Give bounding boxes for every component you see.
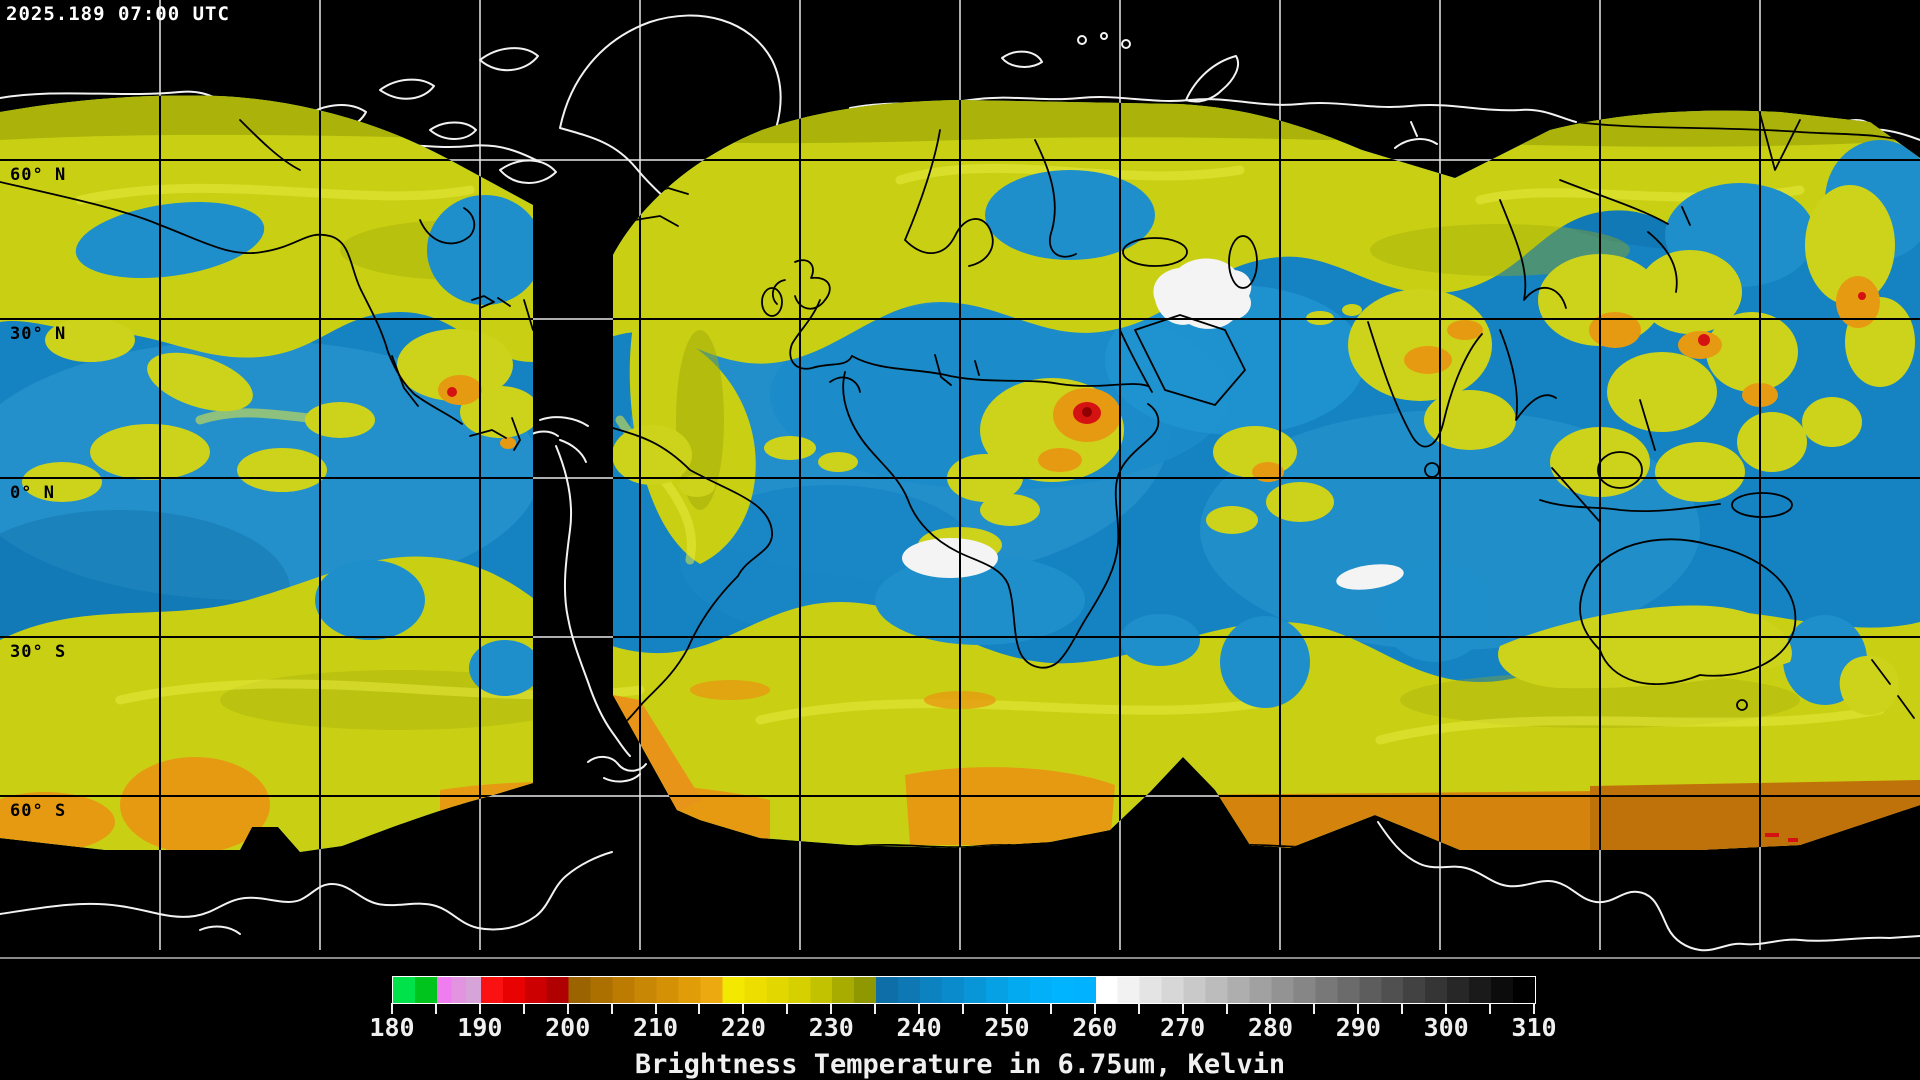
colorbar-tick-label: 240 <box>896 1013 942 1042</box>
latitude-label: 0° N <box>10 483 55 503</box>
colorbar-tick-label: 260 <box>1072 1013 1118 1042</box>
colorbar-tick <box>786 1003 789 1014</box>
colorbar-tick <box>566 1003 569 1014</box>
colorbar-tick-label: 210 <box>632 1013 679 1042</box>
colorbar-tick <box>742 1003 745 1014</box>
bright-white-spots <box>902 258 1404 590</box>
colorbar-tick <box>1313 1003 1316 1014</box>
colorbar-tick <box>1137 1003 1140 1014</box>
colorbar-tick <box>1225 1003 1228 1014</box>
colorbar-tick <box>1093 1003 1096 1014</box>
colorbar-tick <box>1357 1003 1360 1014</box>
colorbar-tick <box>1181 1003 1184 1014</box>
colorbar-tick <box>1533 1003 1535 1014</box>
latitude-label: 30° N <box>10 324 67 344</box>
colorbar-tick-label: 310 <box>1511 1013 1557 1042</box>
colorbar-tick-label: 280 <box>1247 1013 1294 1042</box>
latitude-label: 60° S <box>10 801 67 821</box>
colorbar-caption: Brightness Temperature in 6.75um, Kelvin <box>634 1049 1286 1080</box>
colorbar-tick <box>830 1003 833 1014</box>
colorbar-tick <box>610 1003 613 1014</box>
colorbar-tick <box>654 1003 657 1014</box>
colorbar-tick <box>1049 1003 1052 1014</box>
colorbar-tick <box>1489 1003 1492 1014</box>
colorbar-tick <box>1401 1003 1404 1014</box>
timestamp: 2025.189 07:00 UTC <box>6 3 230 25</box>
satellite-map <box>0 0 1920 952</box>
panel-divider <box>0 957 1920 959</box>
colorbar-tick-label: 200 <box>545 1013 591 1042</box>
colorbar-tick-label: 270 <box>1160 1013 1206 1042</box>
colorbar-tick <box>1269 1003 1272 1014</box>
colorbar-tick-label: 220 <box>720 1013 766 1042</box>
colorbar-tick <box>1445 1003 1448 1014</box>
colorbar-tick <box>391 1003 393 1014</box>
colorbar-tick <box>1005 1003 1008 1014</box>
map-data-field <box>0 95 1920 852</box>
colorbar-tick <box>698 1003 701 1014</box>
colorbar-tick-label: 300 <box>1423 1013 1469 1042</box>
colorbar-tick-label: 290 <box>1335 1013 1381 1042</box>
colorbar-tick-labels: 180 190 200 210 220 230 240 250 260 270 280 290 300 3… <box>369 1013 1556 1042</box>
colorbar-tick <box>522 1003 525 1014</box>
colorbar-tick-label: 180 <box>369 1013 415 1042</box>
colorbar-ticks <box>391 1003 1535 1015</box>
colorbar-tick <box>478 1003 481 1014</box>
graticule-data <box>0 95 1920 852</box>
colorbar-tick-label: 190 <box>457 1013 503 1042</box>
coastlines-space <box>0 14 1920 952</box>
colorbar-tick <box>434 1003 437 1014</box>
colorbar-tick-label: 230 <box>808 1013 854 1042</box>
latitude-label: 30° S <box>10 642 67 662</box>
colorbar-tick <box>918 1003 921 1014</box>
colorbar-tick-label: 250 <box>984 1013 1030 1042</box>
latitude-label: 60° N <box>10 165 67 185</box>
cold-cloud-red <box>447 292 1866 842</box>
colorbar-tick <box>874 1003 877 1014</box>
colorbar-tick <box>962 1003 964 1014</box>
colorbar-gradient <box>392 976 1536 1004</box>
